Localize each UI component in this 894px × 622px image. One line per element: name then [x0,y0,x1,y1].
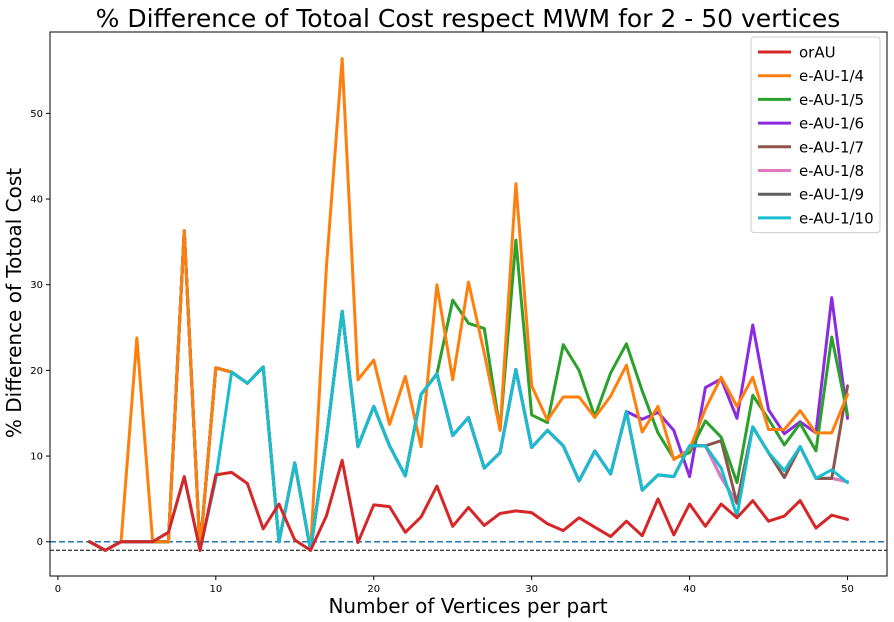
y-tick-label: 10 [30,452,43,463]
plot-frame [49,31,888,577]
legend-label-e-au-1-9: e-AU-1/9 [799,186,864,204]
legend-label-e-au-1-4: e-AU-1/4 [799,67,864,85]
x-axis-ticks: 0 10 20 30 40 50 [55,576,854,595]
x-tick-label: 10 [209,584,222,595]
series-line-e-au-1-4 [87,57,850,552]
y-axis-label: % Difference of Totoal Cost [2,168,26,438]
series-layer [87,57,850,552]
series-line-orau [87,458,850,552]
y-tick-label: 50 [30,109,43,120]
legend-label-e-au-1-6: e-AU-1/6 [799,115,864,133]
y-tick-label: 0 [37,537,43,548]
legend-label-e-au-1-10: e-AU-1/10 [799,209,874,227]
legend-label-e-au-1-8: e-AU-1/8 [799,162,864,180]
x-tick-label: 0 [55,584,61,595]
x-axis-label: Number of Vertices per part [328,594,607,618]
reference-lines [50,540,887,551]
legend-label-orau: orAU [799,44,836,62]
x-tick-label: 50 [841,584,854,595]
chart-title: % Difference of Totoal Cost respect MWM … [96,4,841,33]
x-tick-label: 30 [525,584,538,595]
x-tick-label: 40 [683,584,696,595]
y-axis-ticks: 0 10 20 30 40 50 [30,109,50,548]
y-tick-label: 40 [30,195,43,206]
legend-box [750,36,881,234]
legend-label-e-au-1-7: e-AU-1/7 [799,138,864,156]
legend: orAU e-AU-1/4 e-AU-1/5 e-AU-1/6 e-AU-1/7 e-AU… [750,36,881,234]
x-tick-label: 20 [367,584,380,595]
y-tick-label: 30 [30,280,43,291]
legend-label-e-au-1-5: e-AU-1/5 [799,91,864,109]
y-tick-label: 20 [30,366,43,377]
